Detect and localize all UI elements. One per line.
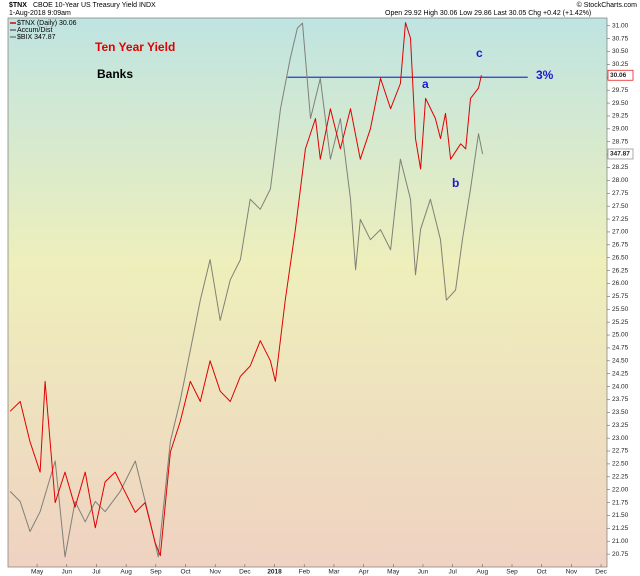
x-tick-label: Nov	[209, 569, 221, 576]
legend-entry: $TNX (Daily) 30.06	[17, 20, 77, 27]
y-tick-label: 24.50	[612, 358, 629, 365]
y-tick-label: 22.25	[612, 474, 629, 481]
x-tick-label: 2018	[267, 569, 282, 576]
y-tick-label: 27.75	[612, 190, 629, 197]
x-tick-label: Jul	[92, 569, 101, 576]
x-tick-label: Nov	[566, 569, 578, 576]
date: 1-Aug-2018 9:09am	[9, 10, 71, 17]
quote: Open 29.92 High 30.06 Low 29.86 Last 30.…	[385, 10, 591, 17]
x-tick-label: Sep	[150, 569, 162, 576]
series-line	[9, 22, 482, 557]
y-tick-label: 30.75	[612, 35, 629, 42]
y-tick-label: 30.50	[612, 48, 629, 55]
x-tick-label: Mar	[328, 569, 340, 576]
y-tick-label: 29.75	[612, 87, 629, 94]
annotation: a	[422, 77, 429, 91]
y-tick-label: 21.25	[612, 525, 629, 532]
value-tag-box	[607, 69, 634, 81]
annotation: Ten Year Yield	[95, 40, 175, 54]
y-tick-label: 27.25	[612, 216, 629, 223]
x-tick-label: Jun	[418, 569, 429, 576]
y-tick-label: 24.25	[612, 370, 629, 377]
y-tick-label: 29.00	[612, 126, 629, 133]
y-tick-label: 28.25	[612, 164, 629, 171]
annotation: Banks	[97, 67, 133, 81]
symbol: $TNX	[9, 2, 27, 9]
chart-title: CBOE 10-Year US Treasury Yield INDX	[33, 2, 156, 9]
y-tick-label: 23.75	[612, 396, 629, 403]
x-tick-label: Oct	[537, 569, 547, 576]
y-tick-label: 21.50	[612, 512, 629, 519]
credit: © StockCharts.com	[577, 1, 638, 9]
y-tick-label: 24.00	[612, 383, 629, 390]
y-tick-label: 22.00	[612, 486, 629, 493]
x-tick-label: Dec	[595, 569, 607, 576]
y-tick-label: 25.50	[612, 306, 629, 313]
value-tag-box	[607, 148, 634, 160]
y-tick-label: 28.00	[612, 177, 629, 184]
x-tick-label: Aug	[477, 569, 489, 576]
y-tick-label: 22.50	[612, 461, 629, 468]
y-tick-label: 26.50	[612, 254, 629, 261]
legend-entry: $BIX 347.87	[17, 34, 56, 41]
legend-entry: Accum/Dist	[17, 27, 52, 34]
y-tick-label: 25.00	[612, 332, 629, 339]
annotation: b	[452, 176, 459, 190]
y-tick-label: 26.75	[612, 242, 629, 249]
x-tick-label: Jul	[448, 569, 457, 576]
y-tick-label: 27.50	[612, 203, 629, 210]
plot-area	[7, 17, 608, 568]
y-tick-label: 23.50	[612, 409, 629, 416]
y-tick-label: 27.00	[612, 229, 629, 236]
series-line	[9, 22, 484, 558]
x-tick-label: Feb	[299, 569, 311, 576]
x-tick-label: Aug	[120, 569, 132, 576]
annotation: c	[476, 46, 483, 60]
x-tick-label: May	[31, 569, 44, 576]
y-tick-label: 26.25	[612, 267, 629, 274]
y-tick-label: 29.50	[612, 100, 629, 107]
annotation: 3%	[536, 68, 554, 82]
y-tick-label: 25.25	[612, 319, 629, 326]
x-tick-label: Apr	[359, 569, 370, 576]
x-tick-label: Oct	[180, 569, 190, 576]
y-tick-label: 28.75	[612, 138, 629, 145]
y-tick-label: 21.00	[612, 538, 629, 545]
x-tick-label: Jun	[62, 569, 73, 576]
y-tick-label: 21.75	[612, 499, 629, 506]
y-tick-label: 20.75	[612, 551, 629, 558]
y-tick-label: 31.00	[612, 22, 629, 29]
value-tag: 30.06	[610, 72, 627, 79]
y-tick-label: 26.00	[612, 280, 629, 287]
y-tick-label: 30.25	[612, 61, 629, 68]
y-tick-label: 29.25	[612, 113, 629, 120]
value-tag: 347.87	[610, 151, 630, 158]
x-tick-label: Sep	[506, 569, 518, 576]
y-tick-label: 24.75	[612, 345, 629, 352]
y-tick-label: 23.00	[612, 435, 629, 442]
y-tick-label: 23.25	[612, 422, 629, 429]
y-tick-label: 22.75	[612, 448, 629, 455]
y-tick-label: 25.75	[612, 293, 629, 300]
x-tick-label: May	[387, 569, 400, 576]
x-tick-label: Dec	[239, 569, 251, 576]
